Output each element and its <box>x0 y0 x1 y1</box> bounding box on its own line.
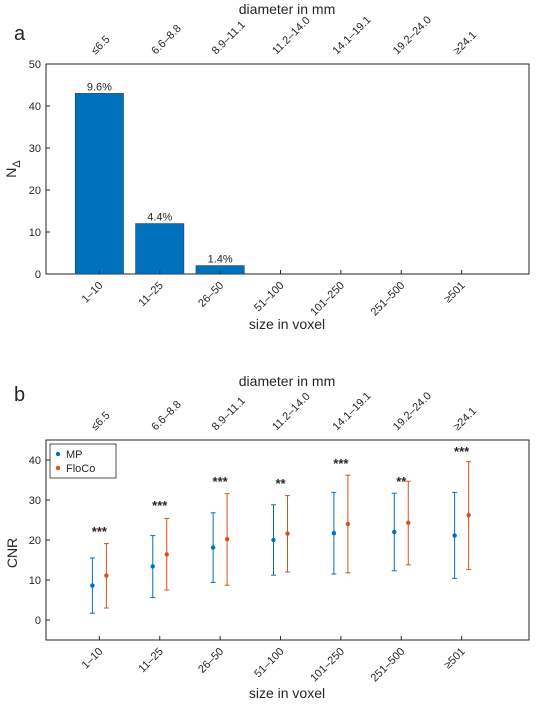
legend-mp-label: MP <box>66 449 83 461</box>
errorbar-mean-point <box>392 529 397 535</box>
errorbar-mean-point <box>104 573 109 578</box>
significance-marker: *** <box>333 456 349 471</box>
panel-a-y-label-sub: Δ <box>11 160 23 168</box>
bar-data-label: 9.6% <box>87 81 112 93</box>
x-tick-label: 11–25 <box>136 280 166 310</box>
y-tick-label: 0 <box>35 615 41 627</box>
x-tick-label: 251–500 <box>369 280 408 319</box>
panel-b-top-axis-label: diameter in mm <box>239 373 335 389</box>
y-tick-label: 40 <box>29 455 41 467</box>
x-tick-label: 101–250 <box>308 646 347 685</box>
y-tick-label: 30 <box>29 143 41 155</box>
errorbar-mean-point <box>90 583 95 588</box>
y-tick-label: 20 <box>29 185 41 197</box>
panel-a-top-axis-label: diameter in mm <box>239 1 335 17</box>
x-tick-label: ≥501 <box>442 646 468 672</box>
top-tick-label: 14.1–19.1 <box>331 390 374 433</box>
errorbar-mean-point <box>406 520 411 525</box>
x-tick-label: 251–500 <box>369 646 408 685</box>
errorbar-mean-point <box>466 513 471 518</box>
significance-marker: ** <box>396 474 407 489</box>
bar <box>135 223 185 275</box>
y-tick-label: 50 <box>29 59 41 71</box>
top-tick-label: 8.9–11.1 <box>210 19 248 57</box>
panel-a-plot-area <box>45 63 530 275</box>
top-tick-label: ≥24.1 <box>451 29 479 57</box>
y-tick-label: 30 <box>29 495 41 507</box>
legend-box <box>49 443 117 479</box>
significance-marker: *** <box>92 524 108 539</box>
panel-a-top-ticks: ≤6.5 6.6–8.8 8.9–11.1 11.2–14.0 14.1–19.1 19.… <box>89 14 479 57</box>
y-tick-label: 0 <box>35 269 41 281</box>
top-tick-label: 14.1–19.1 <box>331 14 374 57</box>
significance-marker: ** <box>275 476 286 491</box>
panel-b-top-ticks: ≤6.5 6.6–8.8 8.9–11.1 11.2–14.0 14.1–19.1 19.… <box>89 390 479 433</box>
y-tick-label: 20 <box>29 535 41 547</box>
x-tick-label: ≥501 <box>442 280 468 306</box>
top-tick-label: 11.2–14.0 <box>270 15 313 58</box>
errorbar-mean-point <box>164 552 169 557</box>
panel-b-y-ticks: 0 10 20 30 40 <box>29 455 50 627</box>
panel-a-label: a <box>14 23 26 45</box>
panel-b-label: b <box>14 384 25 406</box>
bar-data-label: 1.4% <box>208 254 233 266</box>
panel-a-y-axis-label: NΔ <box>3 160 23 178</box>
bar <box>74 93 124 275</box>
top-tick-label: 11.2–14.0 <box>270 391 313 434</box>
x-tick-label: 11–25 <box>136 646 166 676</box>
x-tick-label: 1–10 <box>80 280 106 306</box>
panel-b-errorbar-chart: b diameter in mm ≤6.5 6.6–8.8 8.9–11.1 11.2… <box>4 373 530 701</box>
top-tick-label: 6.6–8.8 <box>149 23 183 57</box>
panel-b-x-axis-label: size in voxel <box>249 685 325 701</box>
y-tick-label: 10 <box>29 227 41 239</box>
svg-text:NΔ: NΔ <box>3 160 23 178</box>
panel-b-errorbars <box>89 461 472 614</box>
panel-a-x-ticks: 1–10 11–25 26–50 51–100 101–250 251–500 ≥501 <box>80 270 468 318</box>
significance-marker: *** <box>152 498 168 513</box>
x-tick-label: 51–100 <box>252 280 286 314</box>
y-tick-label: 40 <box>29 101 41 113</box>
errorbar-mean-point <box>331 531 337 536</box>
top-tick-label: 19.2–24.0 <box>391 14 434 57</box>
panel-a-bars: 9.6% 4.4% 1.4% <box>74 81 245 275</box>
errorbar-mean-point <box>224 537 230 542</box>
errorbar-mean-point <box>452 533 457 538</box>
legend-mp-marker <box>55 451 61 457</box>
top-tick-label: 19.2–24.0 <box>391 390 434 433</box>
errorbar-mean-point <box>285 531 290 536</box>
legend-floco-marker <box>55 465 61 471</box>
x-tick-label: 1–10 <box>80 646 106 672</box>
x-tick-label: 26–50 <box>196 646 226 676</box>
panel-b-legend: MP FloCo <box>49 443 117 479</box>
x-tick-label: 51–100 <box>252 646 286 680</box>
top-tick-label: ≥24.1 <box>451 405 479 433</box>
significance-marker: *** <box>454 444 470 459</box>
panel-a-x-axis-label: size in voxel <box>249 316 325 332</box>
panel-b-x-ticks: 1–10 11–25 26–50 51–100 101–250 251–500 ≥501 <box>80 636 468 684</box>
errorbar-mean-point <box>345 521 351 527</box>
top-tick-label: ≤6.5 <box>89 410 113 434</box>
panel-a-y-ticks: 0 10 20 30 40 50 <box>29 59 50 281</box>
significance-marker: *** <box>213 474 229 489</box>
y-tick-label: 10 <box>29 575 41 587</box>
panel-b-significance-markers: ********* ********** <box>92 444 470 539</box>
errorbar-mean-point <box>271 537 276 543</box>
top-tick-label: ≤6.5 <box>89 34 113 58</box>
bar-data-label: 4.4% <box>147 212 172 224</box>
errorbar-mean-point <box>210 545 216 550</box>
panel-b-y-axis-label: CNR <box>4 538 20 568</box>
panel-a-y-label-main: N <box>3 168 19 178</box>
x-tick-label: 26–50 <box>196 280 226 310</box>
x-tick-label: 101–250 <box>308 280 347 319</box>
top-tick-label: 8.9–11.1 <box>210 395 248 433</box>
errorbar-mean-point <box>150 564 155 569</box>
legend-floco-label: FloCo <box>66 463 95 475</box>
panel-a-bar-chart: a diameter in mm ≤6.5 6.6–8.8 8.9–11.1 11.2… <box>3 1 530 332</box>
top-tick-label: 6.6–8.8 <box>149 399 183 433</box>
